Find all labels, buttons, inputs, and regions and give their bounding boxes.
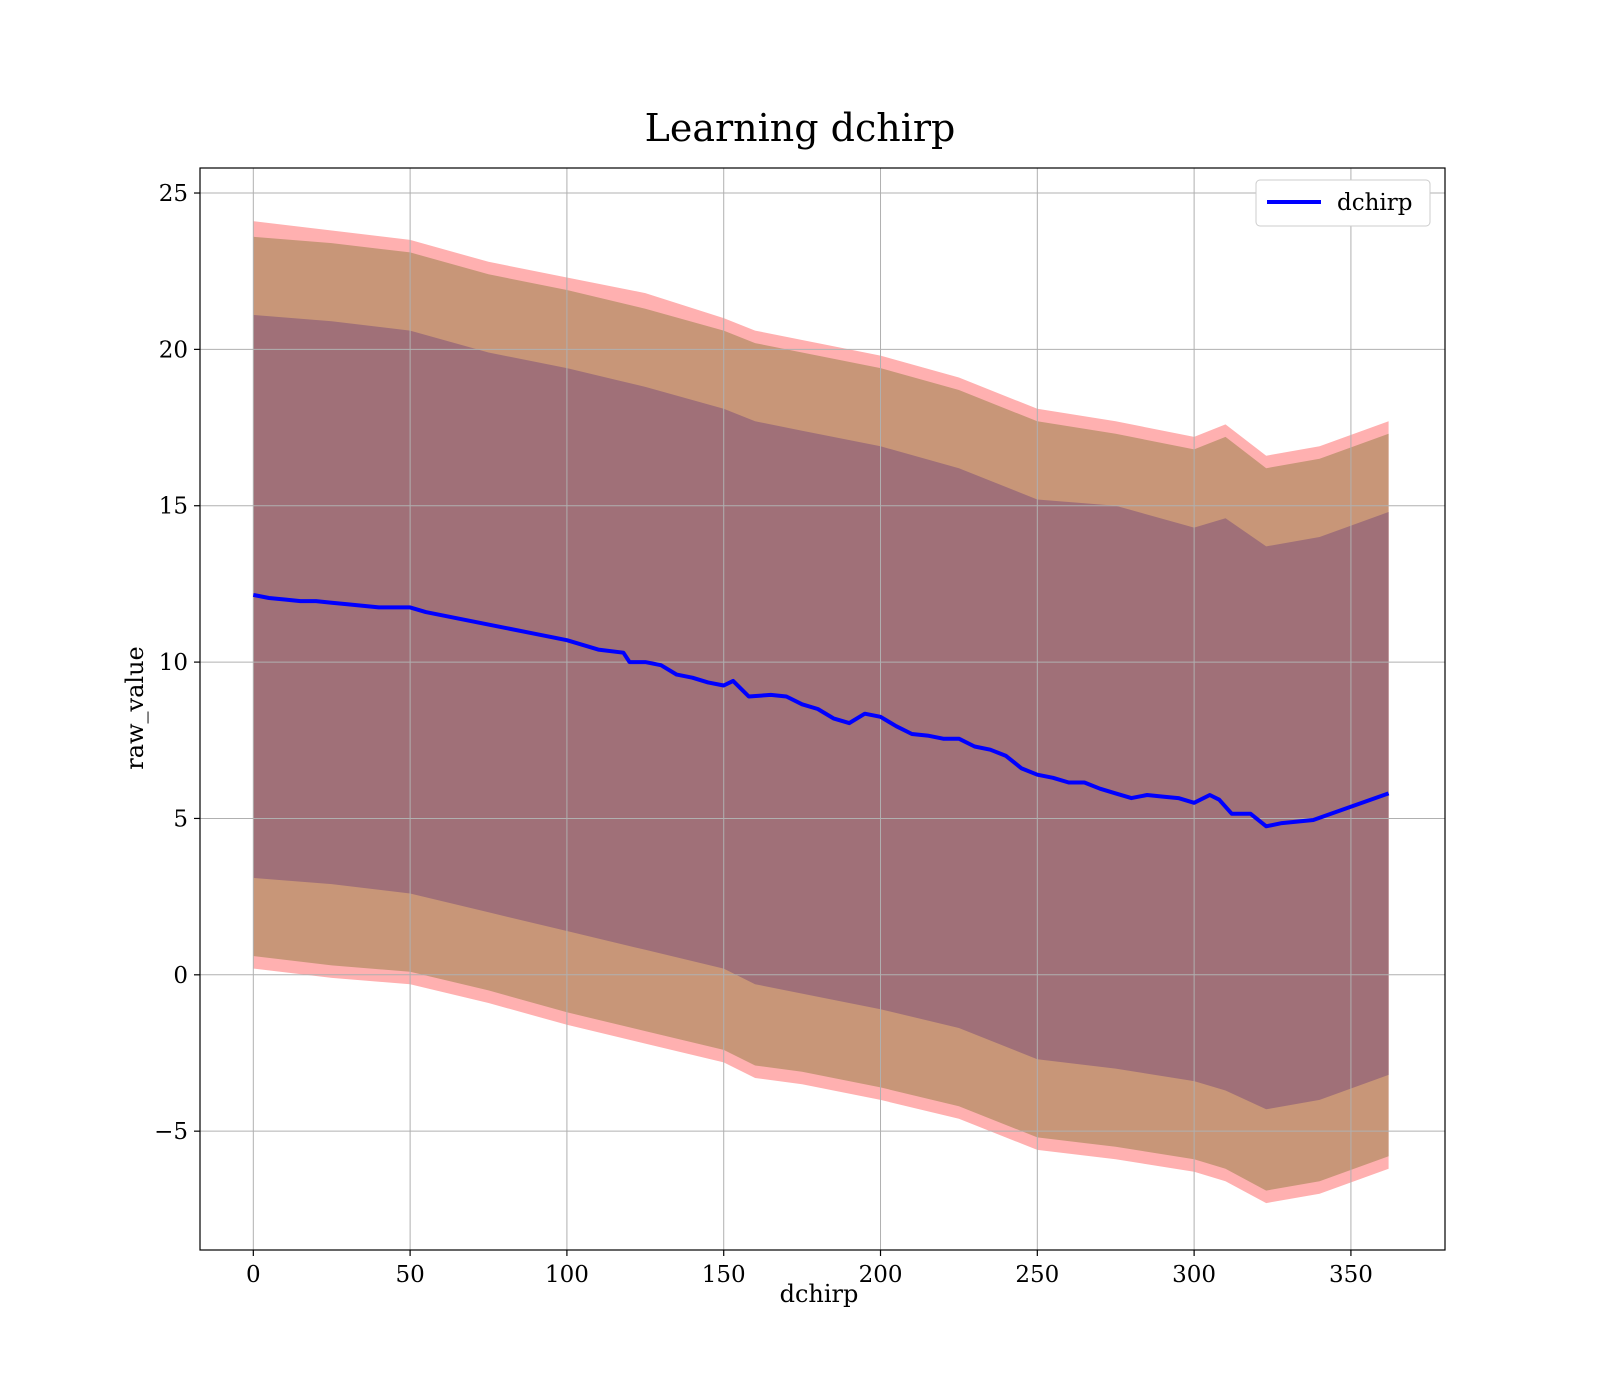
legend: dchirp [1255, 179, 1431, 227]
x-tick-label: 150 [702, 1262, 746, 1288]
x-tick-label: 250 [1015, 1262, 1059, 1288]
y-tick-label: 15 [159, 494, 188, 520]
grid [200, 168, 1445, 1250]
x-tick-label: 350 [1329, 1262, 1373, 1288]
plot-frame [199, 167, 1446, 1251]
series-lines [252, 592, 1390, 829]
x-tick-label: 100 [545, 1262, 589, 1288]
x-tick-label: 50 [395, 1262, 424, 1288]
x-tick-label: 0 [246, 1262, 261, 1288]
y-tick-label: −5 [154, 1119, 188, 1145]
y-tick-label: 5 [173, 806, 188, 832]
y-tick-label: 0 [173, 963, 188, 989]
legend-label-dchirp: dchirp [1337, 190, 1413, 216]
x-axis-label: dchirp [780, 1280, 859, 1308]
y-tick-label: 20 [159, 337, 188, 363]
y-axis-label: raw_value [121, 646, 149, 770]
axis-ticks: 0 50 100 150 200 250 300 350 −5 0 5 10 15 20 25 [154, 181, 1373, 1288]
series-line-dchirp [252, 592, 1390, 829]
legend-box [1255, 179, 1431, 227]
chart-title: Learning dchirp [645, 106, 956, 150]
x-tick-label: 200 [859, 1262, 903, 1288]
y-tick-label: 25 [159, 181, 188, 207]
x-tick-label: 300 [1172, 1262, 1216, 1288]
y-tick-label: 10 [159, 650, 188, 676]
